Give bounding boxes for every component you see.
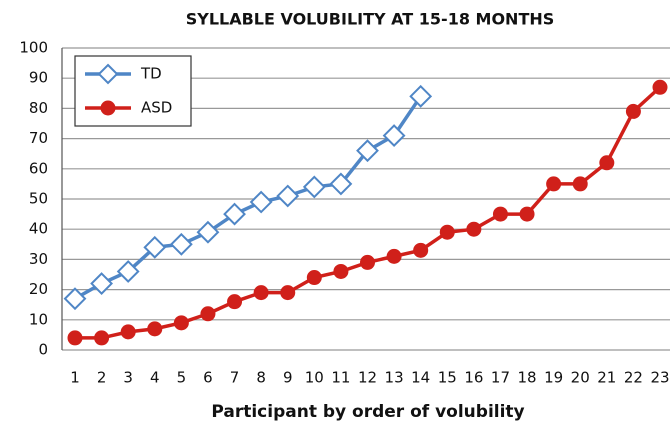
x-tick-label: 17 — [491, 369, 510, 387]
data-point — [492, 206, 508, 222]
legend-marker — [100, 100, 116, 116]
y-tick-label: 20 — [29, 280, 48, 298]
data-point — [466, 221, 482, 237]
data-point — [386, 248, 402, 264]
data-point — [409, 84, 433, 108]
x-tick-label: 8 — [256, 369, 266, 387]
x-tick-label: 4 — [150, 369, 160, 387]
data-point — [439, 224, 455, 240]
x-tick-label: 21 — [597, 369, 616, 387]
data-point — [94, 330, 110, 346]
data-point — [652, 79, 668, 95]
x-tick-label: 13 — [385, 369, 404, 387]
x-tick-label: 16 — [464, 369, 483, 387]
data-point — [382, 124, 406, 147]
data-point — [143, 235, 167, 259]
data-point — [546, 176, 562, 192]
y-tick-label: 40 — [29, 220, 48, 238]
y-tick-label: 70 — [29, 129, 48, 147]
x-tick-label: 20 — [571, 369, 590, 387]
x-tick-label: 14 — [411, 369, 430, 387]
x-tick-label: 6 — [203, 369, 213, 387]
chart-title: SYLLABLE VOLUBILITY AT 15-18 MONTHS — [186, 10, 555, 29]
data-point — [200, 306, 216, 322]
data-point — [120, 324, 136, 340]
y-tick-label: 80 — [29, 99, 48, 117]
data-point — [67, 330, 83, 346]
x-tick-label: 7 — [230, 369, 240, 387]
data-point — [147, 321, 163, 337]
data-point — [625, 103, 641, 119]
y-tick-label: 30 — [29, 250, 48, 268]
data-point — [196, 220, 220, 244]
legend-marker — [97, 63, 119, 85]
data-point — [223, 202, 246, 226]
x-tick-label: 10 — [305, 369, 324, 387]
legend-label: ASD — [141, 99, 172, 117]
data-point — [413, 242, 429, 258]
data-point — [356, 139, 379, 163]
data-point — [519, 206, 535, 222]
y-tick-label: 90 — [29, 69, 48, 87]
data-point — [90, 272, 114, 295]
y-tick-label: 0 — [38, 341, 48, 359]
y-tick-label: 50 — [29, 190, 48, 208]
y-tick-label: 10 — [29, 310, 48, 328]
data-point — [329, 172, 353, 196]
x-tick-label: 23 — [650, 369, 669, 387]
data-point — [360, 254, 375, 270]
x-tick-label: 18 — [517, 369, 536, 387]
data-point — [306, 270, 322, 286]
data-point — [227, 294, 243, 310]
data-point — [173, 315, 189, 331]
x-tick-label: 5 — [177, 369, 187, 387]
data-point — [249, 190, 273, 214]
x-tick-label: 1 — [70, 369, 80, 387]
data-point — [599, 155, 615, 171]
x-tick-label: 11 — [331, 369, 350, 387]
data-point — [280, 285, 296, 301]
data-point — [302, 175, 326, 199]
x-axis-title: Participant by order of volubility — [211, 402, 524, 422]
data-point — [169, 232, 193, 256]
x-tick-label: 22 — [624, 369, 643, 387]
data-point — [572, 176, 588, 192]
data-point — [253, 285, 269, 301]
x-tick-label: 2 — [97, 369, 107, 387]
x-tick-label: 9 — [283, 369, 293, 387]
data-point — [63, 287, 87, 311]
legend-label: TD — [140, 65, 162, 83]
x-tick-label: 19 — [544, 369, 563, 387]
x-tick-label: 15 — [438, 369, 457, 387]
x-tick-label: 3 — [123, 369, 133, 387]
data-point — [333, 263, 349, 279]
data-point — [116, 260, 140, 283]
legend-box — [74, 55, 192, 127]
x-tick-label: 12 — [358, 369, 377, 387]
data-point — [276, 184, 300, 208]
y-tick-label: 100 — [19, 39, 48, 57]
y-tick-label: 60 — [29, 159, 48, 177]
